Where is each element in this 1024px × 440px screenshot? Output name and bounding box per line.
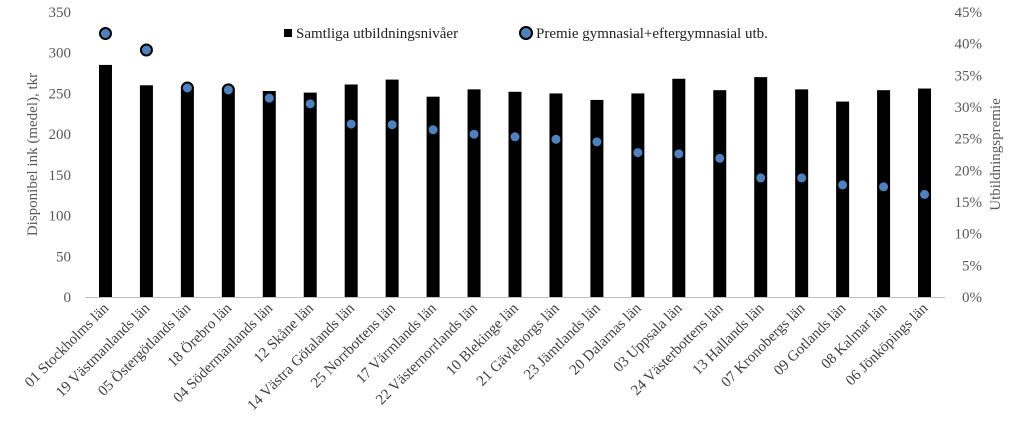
legend-dot-label: Premie gymnasial+eftergymnasial utb. xyxy=(536,26,768,42)
bar xyxy=(754,77,768,298)
dot xyxy=(510,132,520,142)
bar xyxy=(877,90,891,298)
dot xyxy=(879,182,889,192)
dot xyxy=(346,119,356,129)
right-tick-label: 40% xyxy=(955,37,983,53)
bar xyxy=(631,93,645,297)
left-tick-label: 50 xyxy=(56,249,71,265)
right-tick-label: 20% xyxy=(955,163,983,179)
bar xyxy=(836,101,850,297)
dot xyxy=(920,189,930,199)
left-axis-ticks: 0 50 100 150 200 250 300 350 xyxy=(49,5,72,306)
left-axis-title: Disponibel ink (medel), tkr xyxy=(25,73,41,236)
dot xyxy=(264,93,274,103)
dot xyxy=(551,134,561,144)
left-tick-label: 0 xyxy=(64,290,72,306)
bar xyxy=(139,85,153,298)
left-tick-label: 200 xyxy=(49,127,72,143)
right-tick-label: 45% xyxy=(955,5,983,21)
bar-series xyxy=(98,64,932,298)
dot xyxy=(797,173,807,183)
bar xyxy=(303,92,317,297)
right-axis-title: Utbildningspremie xyxy=(988,98,1004,211)
right-tick-label: 5% xyxy=(962,258,982,274)
category-label: 09 Gotlands län xyxy=(771,300,850,379)
bar xyxy=(385,79,399,297)
category-label: 13 Hallands län xyxy=(690,300,768,378)
dot xyxy=(838,180,848,190)
dot xyxy=(469,129,479,139)
bar xyxy=(713,90,727,298)
bar xyxy=(467,89,481,297)
bar xyxy=(672,78,686,298)
right-tick-label: 10% xyxy=(955,227,983,243)
legend-bar-swatch xyxy=(284,29,292,37)
dot xyxy=(633,148,643,158)
left-tick-label: 250 xyxy=(49,86,72,102)
right-tick-label: 25% xyxy=(955,132,983,148)
category-label: 10 Blekinge län xyxy=(443,300,522,379)
bar xyxy=(344,84,358,297)
dot xyxy=(387,120,397,130)
legend-dot-swatch xyxy=(519,26,533,40)
bar xyxy=(590,99,604,297)
left-tick-label: 100 xyxy=(49,209,72,225)
dot xyxy=(592,137,602,147)
left-tick-label: 150 xyxy=(49,168,72,184)
bar xyxy=(795,89,809,297)
bar xyxy=(549,93,563,297)
bar xyxy=(180,86,194,298)
dot xyxy=(428,125,438,135)
dot xyxy=(180,81,194,95)
legend-bar-label: Samtliga utbildningsnivåer xyxy=(296,26,458,42)
dot xyxy=(221,83,235,97)
dot xyxy=(305,99,315,109)
dot xyxy=(756,173,766,183)
bar xyxy=(221,89,235,297)
right-tick-label: 35% xyxy=(955,68,983,84)
legend: Samtliga utbildningsnivåer Premie gymnas… xyxy=(284,26,768,42)
dot xyxy=(674,149,684,159)
right-tick-label: 15% xyxy=(955,195,983,211)
bar xyxy=(426,96,440,297)
bar xyxy=(98,64,112,297)
dot xyxy=(139,43,153,57)
dot xyxy=(98,27,112,41)
right-tick-label: 30% xyxy=(955,100,983,116)
dot xyxy=(715,153,725,163)
category-label: 20 Dalarnas län xyxy=(567,300,645,378)
right-axis-ticks: 0% 5% 10% 15% 20% 25% 30% 35% 40% 45% xyxy=(955,5,983,306)
left-tick-label: 350 xyxy=(49,5,72,21)
right-tick-label: 0% xyxy=(962,290,982,306)
left-tick-label: 300 xyxy=(49,46,72,62)
dot-series xyxy=(98,27,930,199)
bar xyxy=(508,91,522,297)
bar xyxy=(262,90,276,297)
